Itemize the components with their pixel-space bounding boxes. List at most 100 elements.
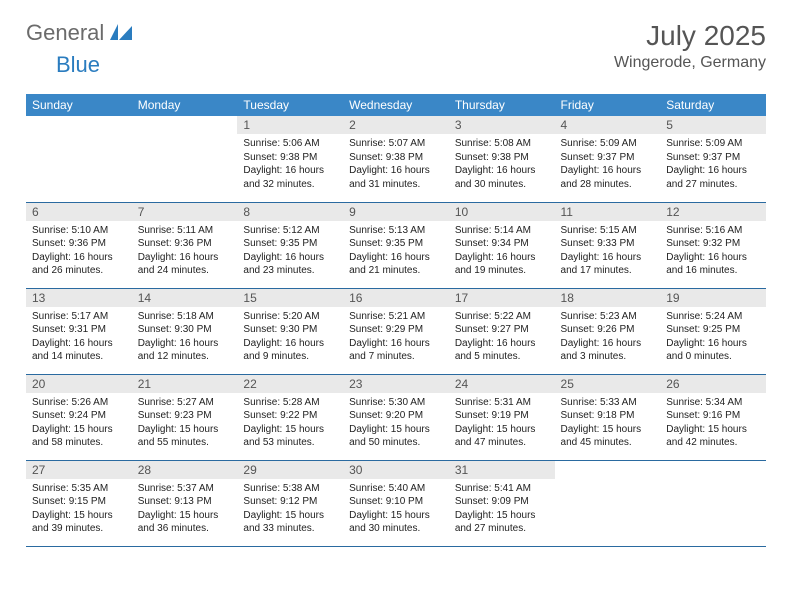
calendar-day-cell: 21Sunrise: 5:27 AMSunset: 9:23 PMDayligh… — [132, 374, 238, 460]
calendar-day-cell: 9Sunrise: 5:13 AMSunset: 9:35 PMDaylight… — [343, 202, 449, 288]
day-details: Sunrise: 5:27 AMSunset: 9:23 PMDaylight:… — [132, 393, 238, 454]
brand-logo: General — [26, 20, 138, 46]
calendar-day-cell: 2Sunrise: 5:07 AMSunset: 9:38 PMDaylight… — [343, 116, 449, 202]
calendar-day-cell: 28Sunrise: 5:37 AMSunset: 9:13 PMDayligh… — [132, 460, 238, 546]
calendar-body: 1Sunrise: 5:06 AMSunset: 9:38 PMDaylight… — [26, 116, 766, 546]
day-details: Sunrise: 5:15 AMSunset: 9:33 PMDaylight:… — [555, 221, 661, 282]
day-details: Sunrise: 5:09 AMSunset: 9:37 PMDaylight:… — [660, 134, 766, 195]
day-details: Sunrise: 5:11 AMSunset: 9:36 PMDaylight:… — [132, 221, 238, 282]
day-details: Sunrise: 5:23 AMSunset: 9:26 PMDaylight:… — [555, 307, 661, 368]
day-number: 14 — [132, 289, 238, 307]
calendar-day-cell: 4Sunrise: 5:09 AMSunset: 9:37 PMDaylight… — [555, 116, 661, 202]
calendar-week-row: 13Sunrise: 5:17 AMSunset: 9:31 PMDayligh… — [26, 288, 766, 374]
calendar-day-cell: 31Sunrise: 5:41 AMSunset: 9:09 PMDayligh… — [449, 460, 555, 546]
calendar-day-cell: 25Sunrise: 5:33 AMSunset: 9:18 PMDayligh… — [555, 374, 661, 460]
calendar-day-cell: 23Sunrise: 5:30 AMSunset: 9:20 PMDayligh… — [343, 374, 449, 460]
day-number: 10 — [449, 203, 555, 221]
day-number: 4 — [555, 116, 661, 134]
day-number: 11 — [555, 203, 661, 221]
day-details: Sunrise: 5:26 AMSunset: 9:24 PMDaylight:… — [26, 393, 132, 454]
day-number: 8 — [237, 203, 343, 221]
day-number: 15 — [237, 289, 343, 307]
calendar-day-cell: 24Sunrise: 5:31 AMSunset: 9:19 PMDayligh… — [449, 374, 555, 460]
calendar-week-row: 27Sunrise: 5:35 AMSunset: 9:15 PMDayligh… — [26, 460, 766, 546]
day-number: 17 — [449, 289, 555, 307]
weekday-header: Monday — [132, 94, 238, 116]
day-number: 13 — [26, 289, 132, 307]
day-number: 6 — [26, 203, 132, 221]
calendar-day-cell: 8Sunrise: 5:12 AMSunset: 9:35 PMDaylight… — [237, 202, 343, 288]
day-details: Sunrise: 5:33 AMSunset: 9:18 PMDaylight:… — [555, 393, 661, 454]
calendar-day-cell: 17Sunrise: 5:22 AMSunset: 9:27 PMDayligh… — [449, 288, 555, 374]
calendar-day-cell: 30Sunrise: 5:40 AMSunset: 9:10 PMDayligh… — [343, 460, 449, 546]
day-number: 28 — [132, 461, 238, 479]
weekday-header: Tuesday — [237, 94, 343, 116]
day-number: 20 — [26, 375, 132, 393]
day-number: 27 — [26, 461, 132, 479]
day-details: Sunrise: 5:24 AMSunset: 9:25 PMDaylight:… — [660, 307, 766, 368]
calendar-day-cell: 13Sunrise: 5:17 AMSunset: 9:31 PMDayligh… — [26, 288, 132, 374]
weekday-header: Saturday — [660, 94, 766, 116]
weekday-header: Friday — [555, 94, 661, 116]
day-details: Sunrise: 5:21 AMSunset: 9:29 PMDaylight:… — [343, 307, 449, 368]
day-number: 5 — [660, 116, 766, 134]
day-details: Sunrise: 5:16 AMSunset: 9:32 PMDaylight:… — [660, 221, 766, 282]
day-details: Sunrise: 5:38 AMSunset: 9:12 PMDaylight:… — [237, 479, 343, 540]
calendar-table: SundayMondayTuesdayWednesdayThursdayFrid… — [26, 94, 766, 547]
calendar-day-cell: 15Sunrise: 5:20 AMSunset: 9:30 PMDayligh… — [237, 288, 343, 374]
calendar-day-cell: 19Sunrise: 5:24 AMSunset: 9:25 PMDayligh… — [660, 288, 766, 374]
day-details: Sunrise: 5:07 AMSunset: 9:38 PMDaylight:… — [343, 134, 449, 195]
day-number: 31 — [449, 461, 555, 479]
calendar-week-row: 1Sunrise: 5:06 AMSunset: 9:38 PMDaylight… — [26, 116, 766, 202]
day-number: 29 — [237, 461, 343, 479]
day-number: 22 — [237, 375, 343, 393]
weekday-header-row: SundayMondayTuesdayWednesdayThursdayFrid… — [26, 94, 766, 116]
calendar-day-cell: 1Sunrise: 5:06 AMSunset: 9:38 PMDaylight… — [237, 116, 343, 202]
calendar-day-cell: 20Sunrise: 5:26 AMSunset: 9:24 PMDayligh… — [26, 374, 132, 460]
calendar-day-cell: 18Sunrise: 5:23 AMSunset: 9:26 PMDayligh… — [555, 288, 661, 374]
day-number: 19 — [660, 289, 766, 307]
day-number: 24 — [449, 375, 555, 393]
day-details: Sunrise: 5:17 AMSunset: 9:31 PMDaylight:… — [26, 307, 132, 368]
calendar-day-cell — [555, 460, 661, 546]
brand-part2: Blue — [56, 52, 100, 78]
calendar-day-cell: 16Sunrise: 5:21 AMSunset: 9:29 PMDayligh… — [343, 288, 449, 374]
day-details: Sunrise: 5:35 AMSunset: 9:15 PMDaylight:… — [26, 479, 132, 540]
day-number: 26 — [660, 375, 766, 393]
brand-part1: General — [26, 20, 104, 46]
calendar-week-row: 6Sunrise: 5:10 AMSunset: 9:36 PMDaylight… — [26, 202, 766, 288]
day-details: Sunrise: 5:18 AMSunset: 9:30 PMDaylight:… — [132, 307, 238, 368]
title-block: July 2025 Wingerode, Germany — [614, 20, 766, 72]
calendar-day-cell: 6Sunrise: 5:10 AMSunset: 9:36 PMDaylight… — [26, 202, 132, 288]
day-number: 9 — [343, 203, 449, 221]
brand-mark-icon — [110, 22, 136, 45]
calendar-day-cell: 10Sunrise: 5:14 AMSunset: 9:34 PMDayligh… — [449, 202, 555, 288]
day-number: 1 — [237, 116, 343, 134]
location: Wingerode, Germany — [614, 54, 766, 72]
day-number: 18 — [555, 289, 661, 307]
calendar-day-cell: 27Sunrise: 5:35 AMSunset: 9:15 PMDayligh… — [26, 460, 132, 546]
day-number: 2 — [343, 116, 449, 134]
day-details: Sunrise: 5:08 AMSunset: 9:38 PMDaylight:… — [449, 134, 555, 195]
calendar-day-cell: 22Sunrise: 5:28 AMSunset: 9:22 PMDayligh… — [237, 374, 343, 460]
calendar-week-row: 20Sunrise: 5:26 AMSunset: 9:24 PMDayligh… — [26, 374, 766, 460]
calendar-day-cell — [26, 116, 132, 202]
day-details: Sunrise: 5:40 AMSunset: 9:10 PMDaylight:… — [343, 479, 449, 540]
day-number: 3 — [449, 116, 555, 134]
day-number: 16 — [343, 289, 449, 307]
day-details: Sunrise: 5:14 AMSunset: 9:34 PMDaylight:… — [449, 221, 555, 282]
day-details: Sunrise: 5:41 AMSunset: 9:09 PMDaylight:… — [449, 479, 555, 540]
calendar-day-cell: 29Sunrise: 5:38 AMSunset: 9:12 PMDayligh… — [237, 460, 343, 546]
day-number: 7 — [132, 203, 238, 221]
day-details: Sunrise: 5:31 AMSunset: 9:19 PMDaylight:… — [449, 393, 555, 454]
day-details: Sunrise: 5:12 AMSunset: 9:35 PMDaylight:… — [237, 221, 343, 282]
calendar-day-cell: 12Sunrise: 5:16 AMSunset: 9:32 PMDayligh… — [660, 202, 766, 288]
day-number: 21 — [132, 375, 238, 393]
day-details: Sunrise: 5:09 AMSunset: 9:37 PMDaylight:… — [555, 134, 661, 195]
weekday-header: Wednesday — [343, 94, 449, 116]
day-details: Sunrise: 5:30 AMSunset: 9:20 PMDaylight:… — [343, 393, 449, 454]
day-number: 23 — [343, 375, 449, 393]
day-details: Sunrise: 5:20 AMSunset: 9:30 PMDaylight:… — [237, 307, 343, 368]
weekday-header: Thursday — [449, 94, 555, 116]
calendar-day-cell: 5Sunrise: 5:09 AMSunset: 9:37 PMDaylight… — [660, 116, 766, 202]
